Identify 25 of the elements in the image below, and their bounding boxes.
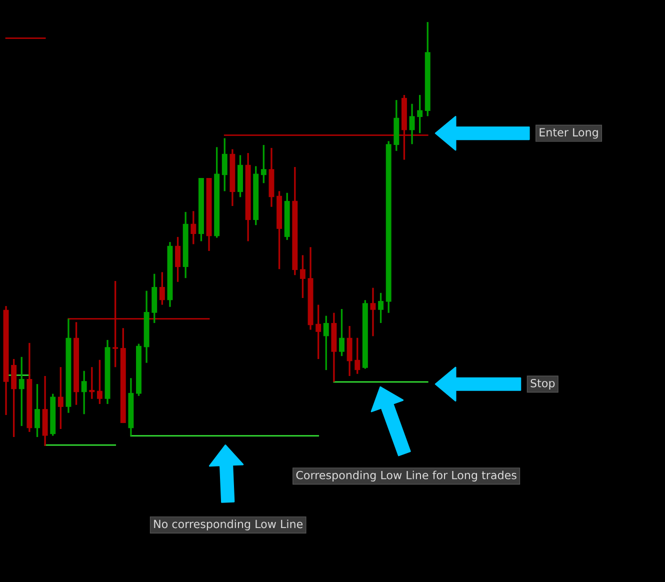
text: Corresponding Low Line for Long trades — [296, 470, 516, 482]
text: No corresponding Low Line — [154, 520, 303, 530]
candlestick — [378, 292, 384, 324]
candlestick — [96, 359, 102, 405]
candlestick — [34, 383, 40, 438]
candlestick — [417, 94, 423, 134]
candlestick — [175, 236, 181, 283]
candlestick — [323, 314, 329, 371]
candlestick — [300, 254, 306, 299]
candlestick — [354, 337, 360, 375]
candlestick — [159, 271, 165, 306]
candlestick — [222, 137, 228, 192]
candlestick — [409, 103, 415, 145]
text: Enter Long — [540, 128, 598, 139]
text: Stop — [530, 378, 555, 390]
candlestick — [370, 286, 376, 337]
candlestick — [81, 370, 87, 415]
candlestick — [18, 356, 24, 427]
candlestick — [339, 308, 344, 357]
candlestick — [89, 366, 95, 400]
candlestick — [58, 366, 64, 430]
candlestick — [190, 210, 196, 245]
candlestick — [346, 325, 352, 377]
candlestick — [316, 304, 322, 360]
candlestick — [260, 144, 266, 184]
